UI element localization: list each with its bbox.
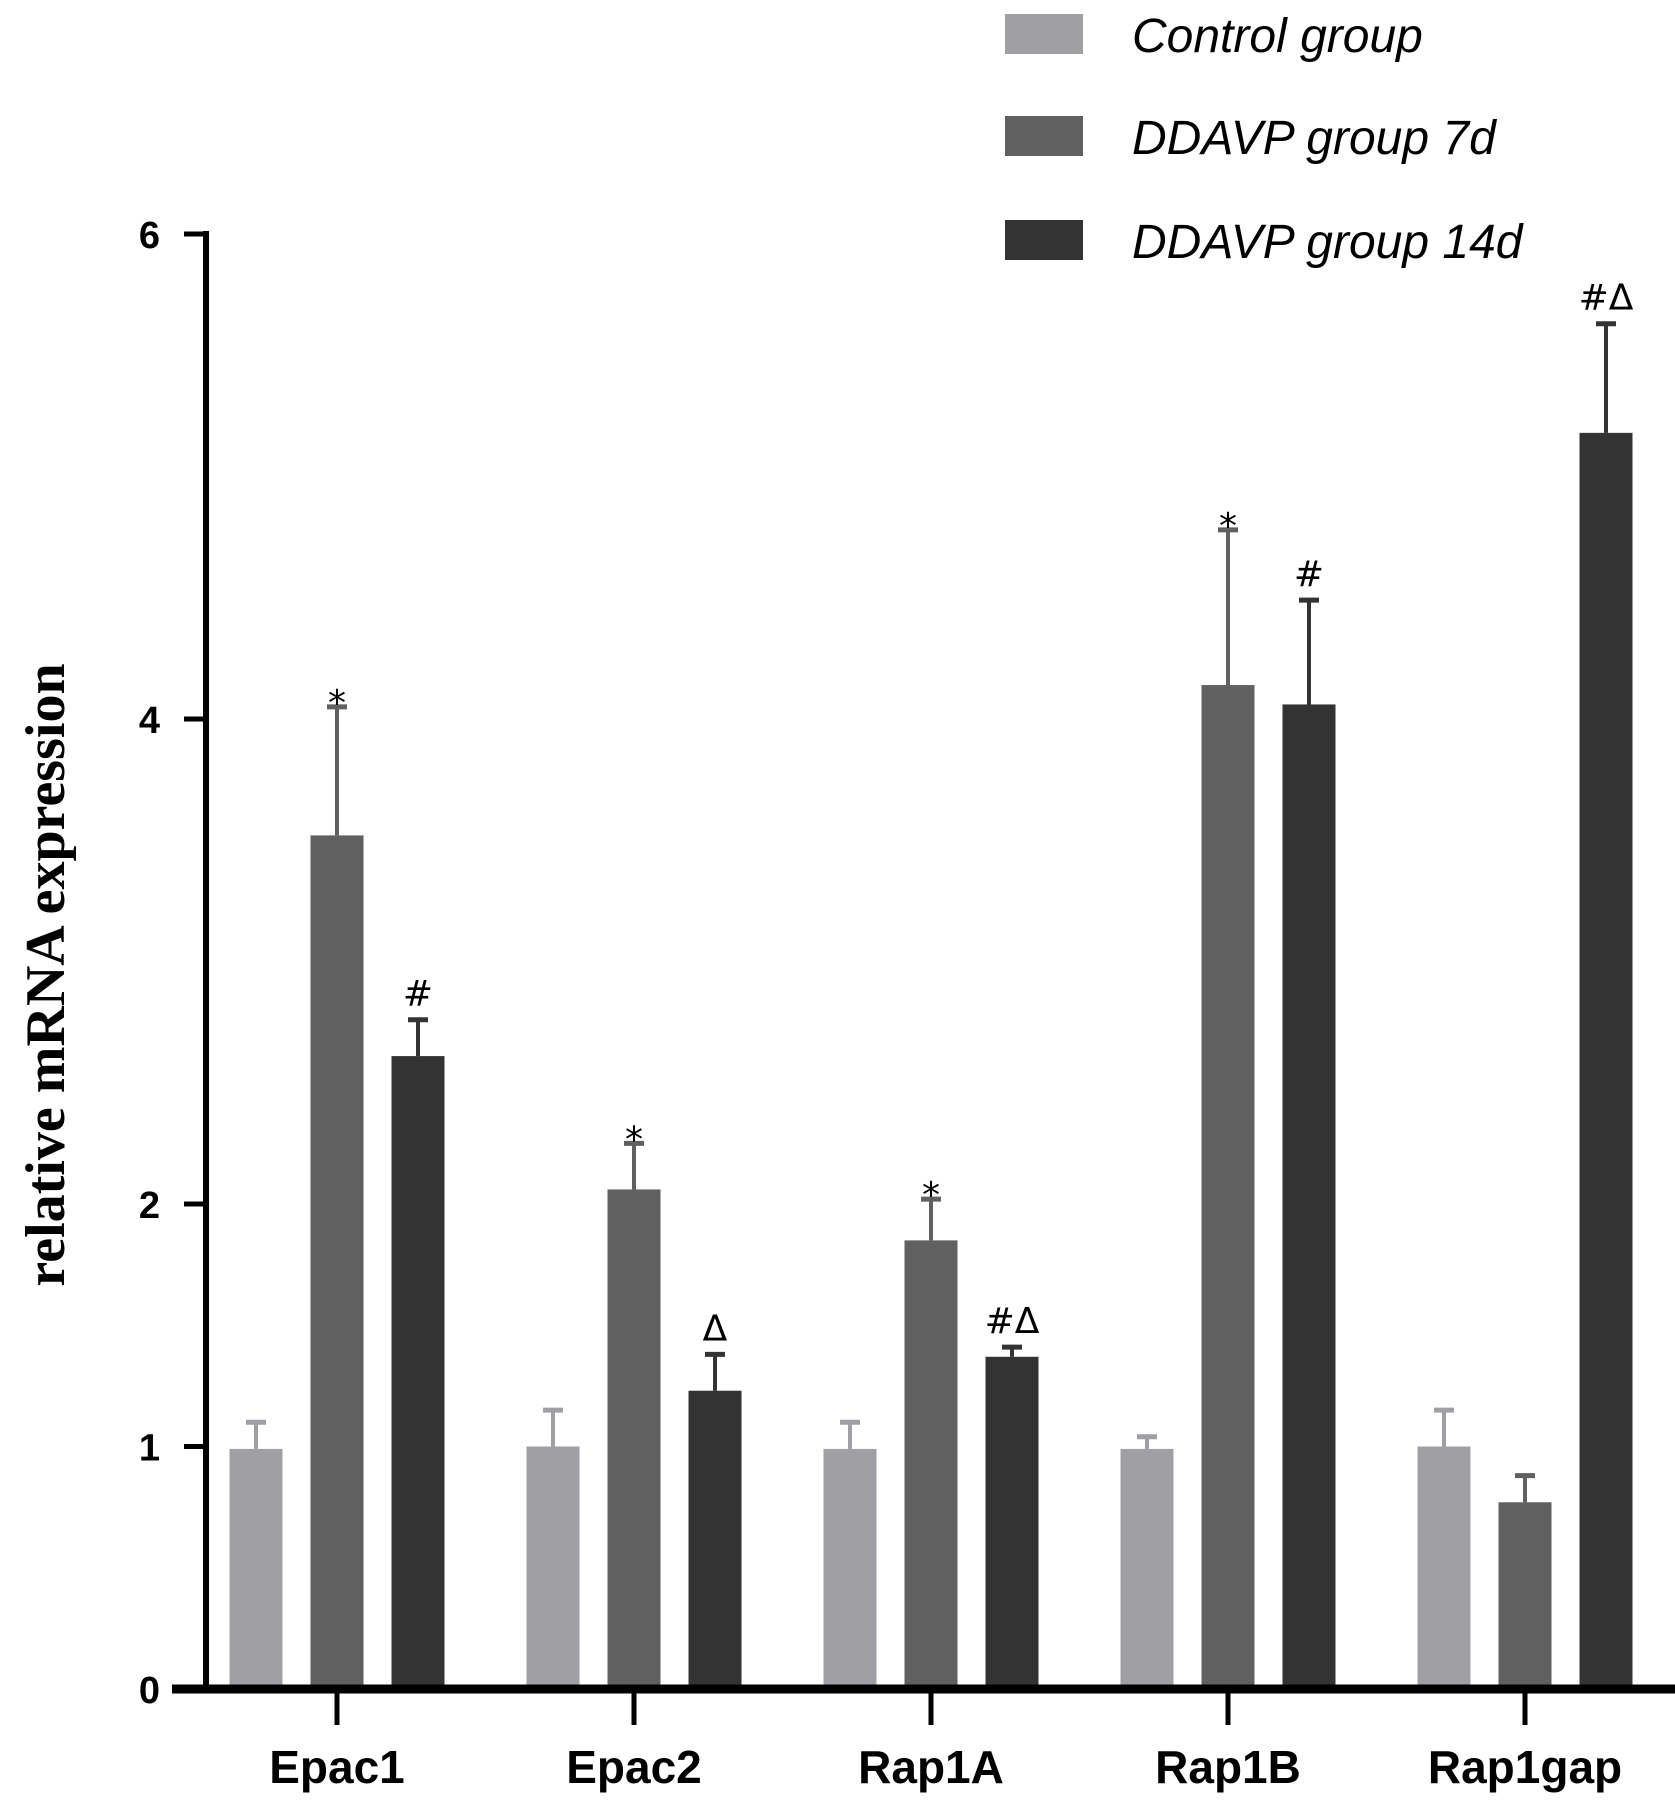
x-tick-label: Rap1B: [1155, 1741, 1301, 1793]
y-tick-label: 6: [139, 215, 160, 257]
y-tick-label: 0: [139, 1670, 160, 1712]
bar: [1498, 1502, 1552, 1689]
bar: [904, 1240, 958, 1689]
bar: [1120, 1448, 1174, 1689]
y-tick-label: 2: [139, 1185, 160, 1227]
bar: [1579, 432, 1633, 1690]
x-tick-label: Epac2: [566, 1741, 702, 1793]
legend-label: DDAVP group 14d: [1132, 216, 1524, 269]
significance-label: *: [328, 683, 346, 724]
legend-label: Control group: [1132, 10, 1423, 63]
x-tick-label: Epac1: [269, 1741, 405, 1793]
significance-label: #Δ: [1579, 278, 1634, 319]
bar: [985, 1356, 1039, 1689]
x-tick-label: Rap1A: [858, 1741, 1004, 1793]
significance-label: *: [922, 1175, 940, 1216]
bar: [688, 1390, 742, 1689]
bar: [526, 1446, 580, 1689]
legend-swatch: [1005, 220, 1083, 260]
bar: [607, 1189, 661, 1689]
legend-label: DDAVP group 7d: [1132, 112, 1497, 165]
bar: [1201, 685, 1255, 1689]
y-tick-label: 1: [139, 1428, 160, 1470]
significance-label: *: [625, 1119, 643, 1160]
bar: [823, 1448, 877, 1689]
bar: [391, 1056, 445, 1689]
significance-label: #: [1294, 554, 1324, 595]
bar: [229, 1448, 283, 1689]
bar: [1417, 1446, 1471, 1689]
significance-label: #Δ: [985, 1301, 1040, 1342]
significance-label: Δ: [703, 1308, 728, 1349]
legend-swatch: [1005, 116, 1083, 156]
bar: [1282, 704, 1336, 1689]
y-axis-label: relative mRNA expression: [15, 663, 77, 1286]
legend-swatch: [1005, 14, 1083, 54]
bar: [310, 835, 364, 1689]
x-tick-label: Rap1gap: [1428, 1741, 1622, 1793]
y-tick-label: 4: [139, 700, 160, 742]
significance-label: *: [1219, 506, 1237, 547]
significance-label: #: [403, 974, 433, 1015]
